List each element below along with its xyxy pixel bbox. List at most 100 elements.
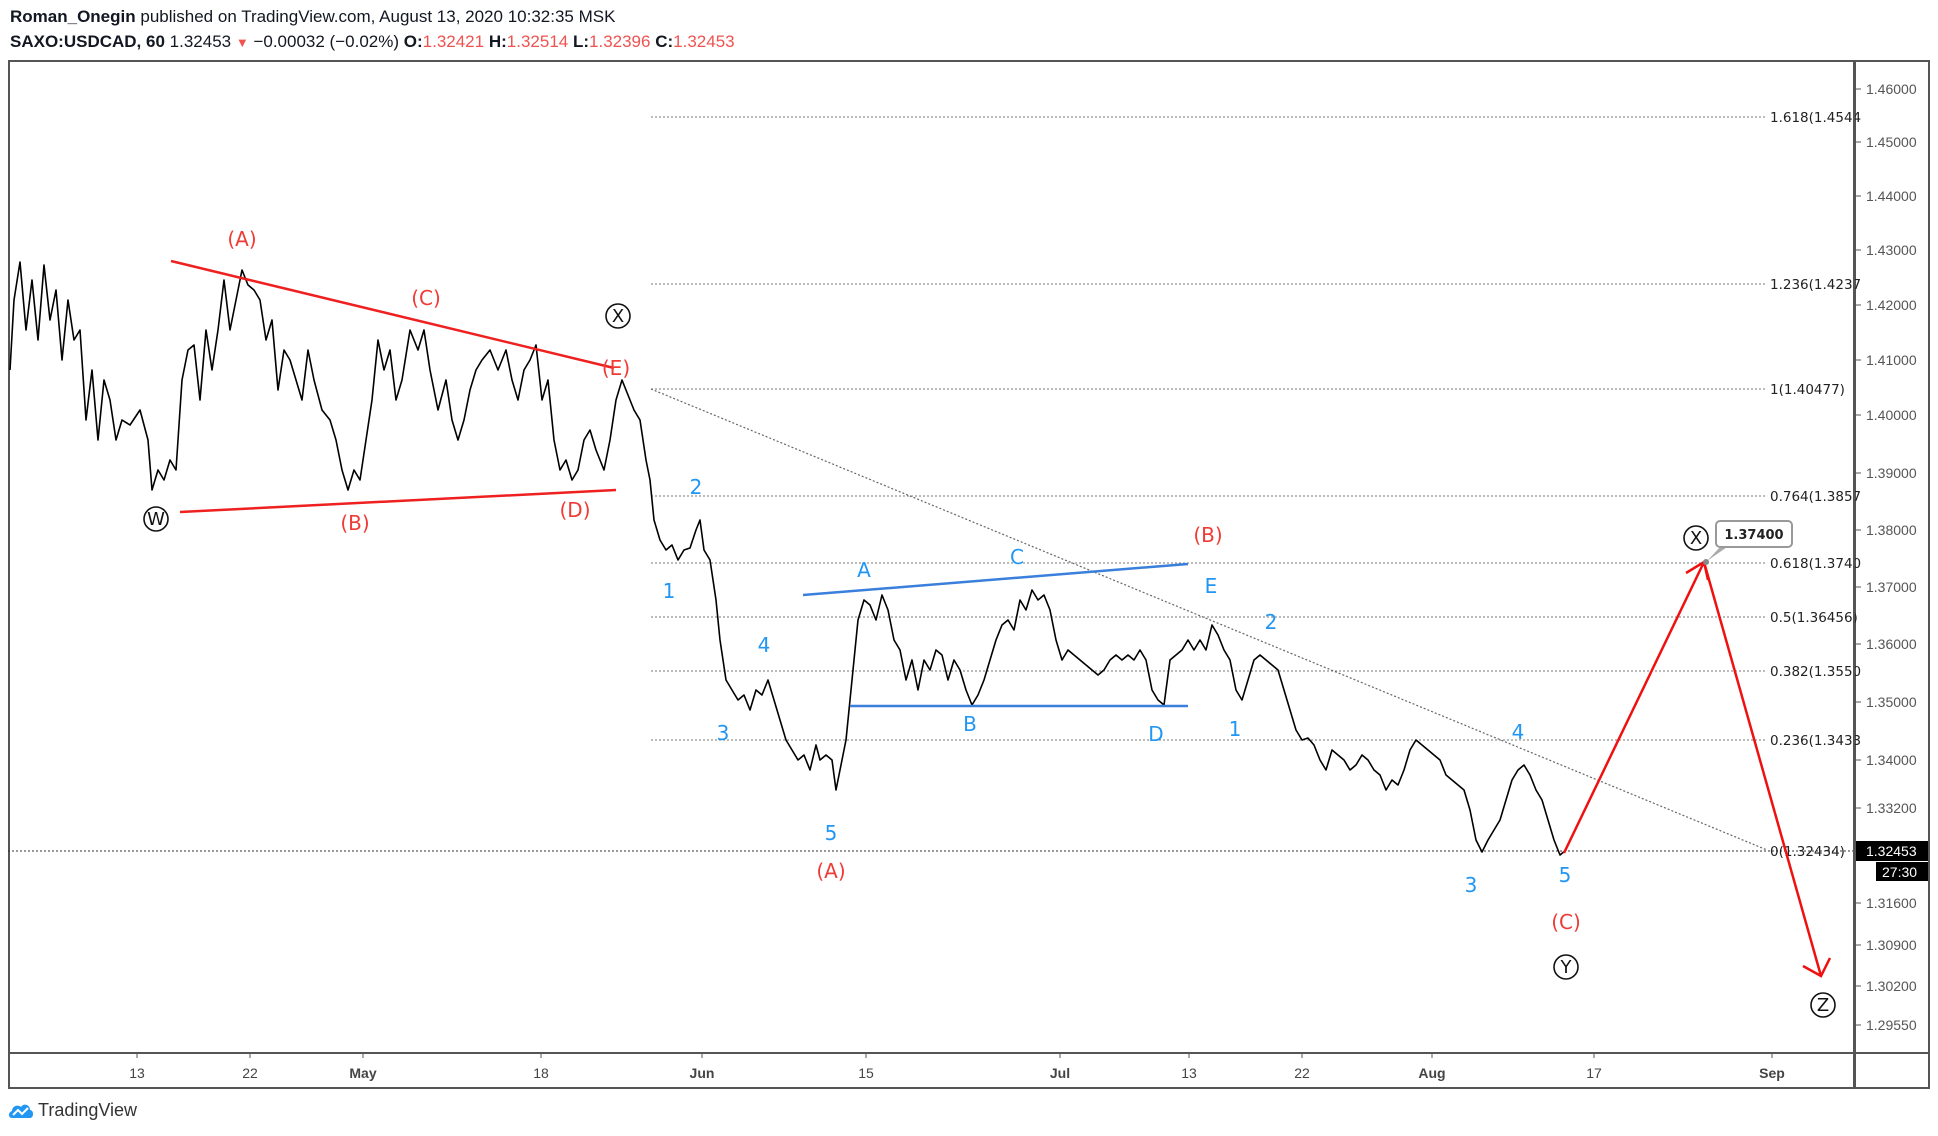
wave-label: 1 xyxy=(1229,717,1242,741)
svg-text:1.38000: 1.38000 xyxy=(1866,522,1917,538)
price-tick: 1.45000 xyxy=(1855,134,1917,150)
svg-text:Aug: Aug xyxy=(1418,1065,1445,1081)
svg-text:1.29550: 1.29550 xyxy=(1866,1017,1917,1033)
diagonal-trendline[interactable] xyxy=(650,388,1768,851)
projection-path[interactable] xyxy=(1562,560,1832,978)
blue-triangle-upper-line[interactable] xyxy=(802,562,1189,597)
symbol-line: SAXO:USDCAD, 60 1.32453 ▼ −0.00032 (−0.0… xyxy=(10,29,735,55)
svg-text:1.30900: 1.30900 xyxy=(1866,937,1917,953)
fibonacci-retracement[interactable] xyxy=(8,116,1855,852)
fib-label-0382: 0.382(1.3550 xyxy=(1770,664,1861,680)
svg-text:1.37000: 1.37000 xyxy=(1866,579,1917,595)
red-triangle-lower-line[interactable] xyxy=(179,488,617,514)
time-tick: Aug xyxy=(1418,1053,1446,1081)
wave-label: (C) xyxy=(411,286,441,310)
time-tick: 18 xyxy=(533,1053,549,1081)
time-tick: 22 xyxy=(1294,1053,1310,1081)
wave-x-circle-icon: X xyxy=(612,306,624,327)
price-tick: 1.46000 xyxy=(1855,81,1917,97)
wave-label: 4 xyxy=(758,633,771,657)
price-tick: 1.40000 xyxy=(1855,407,1917,423)
wave-label: A xyxy=(857,558,871,582)
wave-label: 3 xyxy=(1465,873,1478,897)
svg-text:1.43000: 1.43000 xyxy=(1866,242,1917,258)
svg-text:17: 17 xyxy=(1586,1065,1602,1081)
wave-label: (A) xyxy=(816,859,845,883)
fib-label-1: 1(1.40477) xyxy=(1770,382,1845,398)
fib-labels: 1.618(1.4544 1.236(1.4237 1(1.40477) 0.7… xyxy=(1770,110,1861,860)
price-tick: 1.36000 xyxy=(1855,636,1917,652)
time-tick: Jun xyxy=(690,1053,714,1081)
close-value: 1.32453 xyxy=(673,32,735,51)
wave-label: B xyxy=(963,712,977,736)
wave-label: (E) xyxy=(602,356,630,380)
price-line xyxy=(9,261,1567,856)
price-tick: 1.44000 xyxy=(1855,188,1917,204)
svg-text:1.35000: 1.35000 xyxy=(1866,694,1917,710)
svg-text:1.44000: 1.44000 xyxy=(1866,188,1917,204)
high-label: H: xyxy=(488,32,507,51)
chart-header: Roman_Onegin published on TradingView.co… xyxy=(10,4,735,55)
red-triangle-upper-line[interactable] xyxy=(170,259,615,370)
price-tick: 1.39000 xyxy=(1855,465,1917,481)
svg-text:18: 18 xyxy=(533,1065,549,1081)
wave-label: (D) xyxy=(559,498,590,522)
fib-label-1236: 1.236(1.4237 xyxy=(1770,277,1861,293)
tradingview-logo[interactable]: TradingView xyxy=(8,1100,137,1121)
fib-label-1618: 1.618(1.4544 xyxy=(1770,110,1861,126)
arrow-head-down-icon xyxy=(1802,957,1832,978)
author-name[interactable]: Roman_Onegin xyxy=(10,7,136,26)
time-tick: 13 xyxy=(1181,1053,1197,1081)
fib-label-0618: 0.618(1.3740 xyxy=(1770,556,1861,572)
svg-text:Sep: Sep xyxy=(1759,1065,1785,1081)
svg-text:1.37400: 1.37400 xyxy=(1724,528,1783,543)
fib-label-0: 0(1.32434) xyxy=(1770,844,1845,860)
price-tick: 1.34000 xyxy=(1855,752,1917,768)
wave-label: (C) xyxy=(1551,910,1581,934)
wave-label: 1 xyxy=(663,579,676,603)
price-tick: 1.30200 xyxy=(1855,978,1917,994)
open-value: 1.32421 xyxy=(422,32,485,51)
time-tick: Sep xyxy=(1759,1053,1785,1081)
down-arrow-icon: ▼ xyxy=(235,35,249,50)
svg-text:1.32453: 1.32453 xyxy=(1866,843,1917,859)
circled-wave-text: X W X Y Z xyxy=(147,306,1829,1016)
logo-text: TradingView xyxy=(38,1100,138,1120)
price-tick: 1.37000 xyxy=(1855,579,1917,595)
price-tick: 1.30900 xyxy=(1855,937,1917,953)
time-tick: Jul xyxy=(1050,1053,1070,1081)
wave-label: 5 xyxy=(825,821,838,845)
svg-text:Jul: Jul xyxy=(1050,1065,1070,1081)
wave-label: C xyxy=(1010,545,1024,569)
blue-wave-labels: 2 1 4 3 5 A C B D E 1 2 4 3 5 xyxy=(663,475,1572,897)
svg-text:1.30200: 1.30200 xyxy=(1866,978,1917,994)
close-label: C: xyxy=(655,32,674,51)
svg-text:1.41000: 1.41000 xyxy=(1866,352,1917,368)
svg-text:27:30: 27:30 xyxy=(1882,864,1917,880)
wave-label: 2 xyxy=(1265,610,1278,634)
fib-label-0236: 0.236(1.3433 xyxy=(1770,733,1861,749)
svg-text:13: 13 xyxy=(129,1065,145,1081)
price-callout[interactable]: 1.37400 xyxy=(1703,520,1793,565)
time-tick: 15 xyxy=(858,1053,874,1081)
svg-text:13: 13 xyxy=(1181,1065,1197,1081)
last-price: 1.32453 xyxy=(169,32,232,51)
open-label: O: xyxy=(403,32,423,51)
svg-text:22: 22 xyxy=(1294,1065,1310,1081)
publish-line: Roman_Onegin published on TradingView.co… xyxy=(10,4,735,29)
svg-text:1.40000: 1.40000 xyxy=(1866,407,1917,423)
chart-frame[interactable] xyxy=(8,60,1930,1089)
fib-label-05: 0.5(1.36456) xyxy=(1770,610,1858,626)
wave-label: E xyxy=(1205,574,1218,598)
price-axis[interactable]: 1.46000 1.45000 1.44000 1.43000 1.42000 … xyxy=(1855,81,1917,1033)
wave-label: 5 xyxy=(1559,863,1572,887)
svg-text:1.34000: 1.34000 xyxy=(1866,752,1917,768)
svg-text:1.36000: 1.36000 xyxy=(1866,636,1917,652)
time-axis[interactable]: 13 22 May 18 Jun 15 Jul 13 22 Aug 17 Sep xyxy=(129,1053,1785,1081)
svg-text:1.33200: 1.33200 xyxy=(1866,800,1917,816)
time-tick: 22 xyxy=(242,1053,258,1081)
time-tick: 13 xyxy=(129,1053,145,1081)
symbol-name: SAXO:USDCAD, 60 xyxy=(10,32,165,51)
wave-label: 3 xyxy=(717,721,730,745)
